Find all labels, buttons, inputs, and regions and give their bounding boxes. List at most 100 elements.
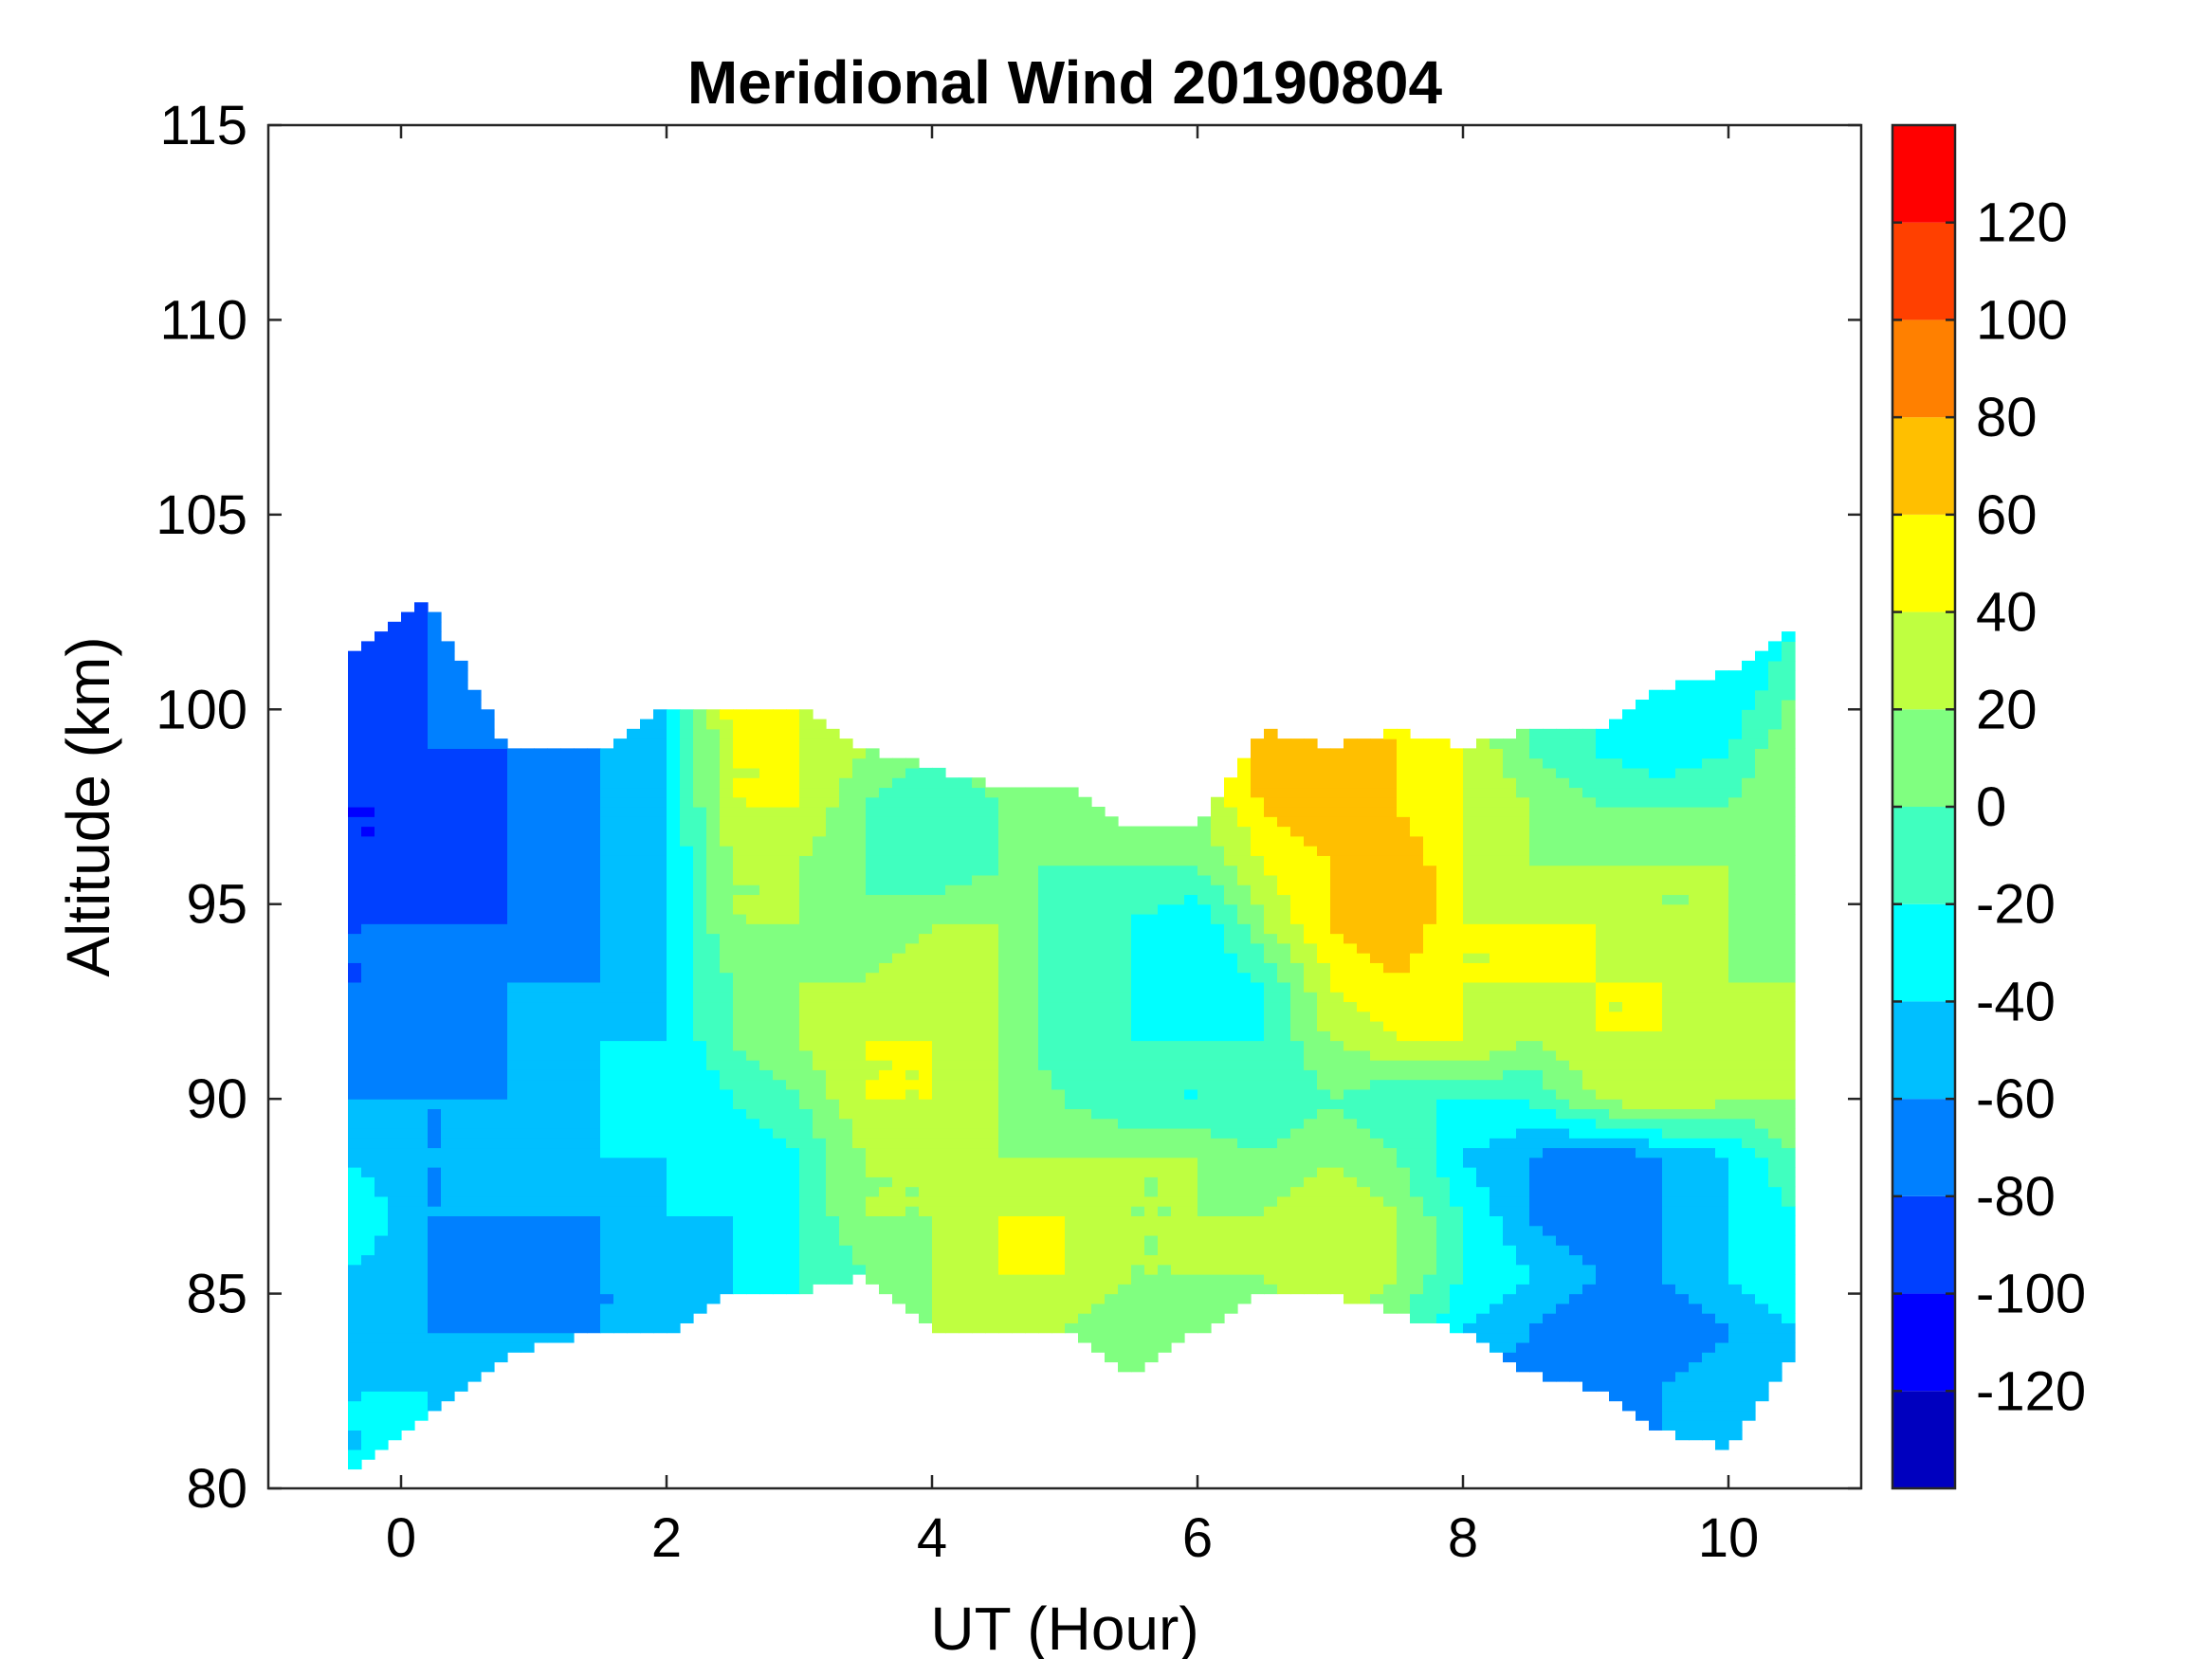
contour-cell — [627, 1274, 641, 1285]
contour-cell — [879, 1225, 893, 1236]
contour-cell — [786, 865, 800, 876]
contour-cell — [852, 777, 867, 789]
contour-cell — [401, 953, 415, 963]
contour-cell — [693, 1069, 707, 1081]
contour-cell — [401, 1069, 415, 1081]
contour-cell — [1370, 738, 1384, 749]
contour-cell — [985, 835, 999, 847]
contour-cell — [1038, 953, 1052, 963]
contour-cell — [905, 1099, 920, 1110]
contour-cell — [587, 1020, 601, 1031]
contour-cell — [627, 933, 641, 944]
contour-cell — [1251, 981, 1265, 993]
contour-cell — [1251, 835, 1265, 847]
contour-cell — [786, 826, 800, 837]
contour-cell — [1290, 757, 1305, 769]
contour-cell — [1277, 942, 1291, 954]
contour-cell — [959, 933, 973, 944]
contour-cell — [1025, 1001, 1039, 1012]
contour-cell — [388, 953, 402, 963]
contour-cell — [1330, 953, 1344, 963]
contour-cell — [945, 1195, 960, 1207]
contour-cell — [1397, 923, 1411, 935]
contour-cell — [1211, 972, 1225, 983]
contour-cell — [759, 1167, 774, 1177]
contour-cell — [653, 1099, 667, 1110]
contour-cell — [401, 748, 415, 759]
contour-cell — [667, 1099, 681, 1110]
contour-cell — [1304, 1206, 1318, 1216]
contour-cell — [1330, 1284, 1344, 1295]
contour-cell — [653, 1254, 667, 1266]
contour-cell — [414, 1322, 429, 1334]
contour-cell — [401, 1303, 415, 1314]
contour-cell — [507, 1069, 521, 1081]
contour-cell — [1251, 942, 1265, 954]
contour-cell — [1383, 1215, 1398, 1227]
contour-cell — [547, 835, 561, 847]
contour-cell — [1317, 1108, 1331, 1120]
contour-cell — [1383, 1079, 1398, 1090]
contour-cell — [640, 1011, 654, 1022]
contour-cell — [759, 709, 774, 720]
contour-cell — [759, 923, 774, 935]
contour-cell — [972, 1313, 986, 1323]
contour-cell — [414, 757, 429, 769]
contour-cell — [481, 796, 495, 808]
contour-cell — [680, 1195, 694, 1207]
contour-cell — [813, 1206, 827, 1216]
contour-cell — [534, 1332, 548, 1343]
contour-cell — [401, 1410, 415, 1421]
contour-cell — [507, 777, 521, 789]
contour-cell — [733, 835, 747, 847]
contour-cell — [1038, 903, 1052, 915]
contour-cell — [401, 631, 415, 642]
contour-cell — [839, 835, 853, 847]
contour-cell — [959, 992, 973, 1003]
contour-cell — [1184, 1313, 1198, 1323]
contour-cell — [852, 1245, 867, 1256]
contour-cell — [388, 1361, 402, 1373]
contour-cell — [1131, 826, 1145, 837]
contour-cell — [494, 992, 508, 1003]
contour-cell — [985, 1079, 999, 1090]
contour-cell — [1330, 1049, 1344, 1061]
contour-cell — [375, 787, 389, 798]
contour-cell — [852, 1040, 867, 1051]
contour-cell — [985, 807, 999, 817]
contour-cell — [481, 962, 495, 974]
contour-cell — [1144, 933, 1159, 944]
contour-cell — [441, 1020, 455, 1031]
contour-cell — [1317, 767, 1331, 778]
contour-cell — [587, 816, 601, 828]
contour-cell — [627, 1011, 641, 1022]
contour-cell — [1144, 1138, 1159, 1149]
contour-cell — [680, 846, 694, 856]
contour-cell — [826, 1079, 840, 1090]
contour-cell — [693, 933, 707, 944]
contour-cell — [1131, 1147, 1145, 1158]
contour-cell — [521, 767, 535, 778]
contour-cell — [401, 700, 415, 710]
contour-cell — [1078, 1234, 1092, 1246]
contour-cell — [852, 874, 867, 885]
contour-cell — [852, 1127, 867, 1139]
contour-cell — [945, 1001, 960, 1012]
contour-cell — [919, 1157, 933, 1168]
contour-cell — [1410, 1079, 1424, 1090]
contour-cell — [1277, 1118, 1291, 1129]
contour-cell — [759, 1157, 774, 1168]
contour-cell — [1423, 1303, 1437, 1314]
contour-cell — [1224, 942, 1238, 954]
contour-cell — [693, 748, 707, 759]
contour-cell — [1211, 913, 1225, 924]
contour-cell — [1370, 1225, 1384, 1236]
contour-cell — [945, 816, 960, 828]
contour-cell — [361, 962, 375, 974]
contour-cell — [1290, 903, 1305, 915]
contour-cell — [786, 1234, 800, 1246]
contour-cell — [600, 1060, 614, 1070]
contour-cell — [667, 942, 681, 954]
contour-cell — [1105, 1303, 1119, 1314]
contour-cell — [627, 816, 641, 828]
